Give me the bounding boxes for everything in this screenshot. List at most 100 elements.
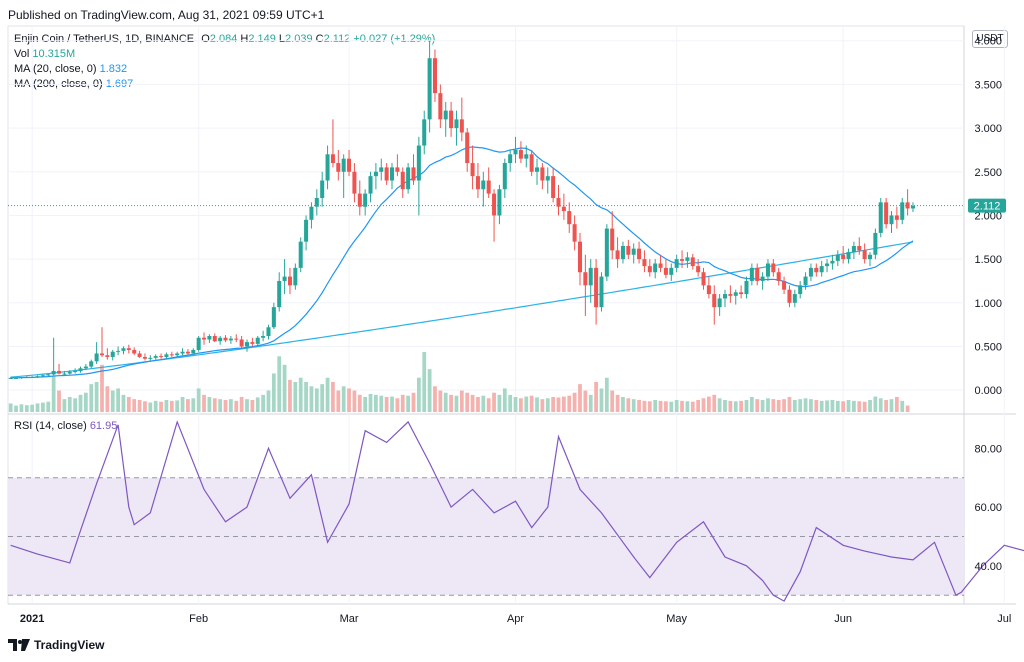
volume-bar xyxy=(658,400,663,412)
candle-body xyxy=(164,354,169,357)
candle-body xyxy=(282,276,287,281)
rsi-tick-label: 40.00 xyxy=(974,561,1002,573)
volume-bar xyxy=(621,397,625,412)
ma200-line xyxy=(10,241,914,378)
candle-body xyxy=(615,250,620,260)
footer: TradingView xyxy=(8,638,104,652)
volume-bar xyxy=(255,397,260,412)
candle-body xyxy=(153,356,158,358)
candle-body xyxy=(782,280,787,290)
volume-bar xyxy=(846,400,851,412)
candle-body xyxy=(24,377,29,379)
volume-bar xyxy=(669,401,674,412)
candle-body xyxy=(30,377,35,379)
volume-bar xyxy=(696,400,701,412)
volume-bar xyxy=(288,379,292,412)
currency-button[interactable]: USDT xyxy=(972,30,1008,48)
candle-body xyxy=(400,171,405,190)
volume-bar xyxy=(551,397,556,412)
candle-body xyxy=(309,206,314,220)
main-legend: Enjin Coin / TetherUS, 1D, BINANCE O2.08… xyxy=(14,32,435,92)
candle-body xyxy=(175,353,180,356)
candle-body xyxy=(454,119,459,129)
volume-bar xyxy=(588,394,593,412)
axes: 0.000 0.500 1.000 1.500 2.000 2.500 3.000 3.500… xyxy=(20,36,1011,625)
time-tick-label: Jun xyxy=(834,613,852,625)
price-tick-label: 2.500 xyxy=(974,167,1002,179)
volume-bar xyxy=(502,388,507,412)
volume-bar xyxy=(250,400,255,412)
price-tick-label: 1.000 xyxy=(974,298,1002,310)
candle-body xyxy=(551,176,556,198)
candle-body xyxy=(760,276,765,281)
volume-bar xyxy=(67,397,72,412)
volume-bar xyxy=(384,397,389,412)
candle-body xyxy=(121,348,126,351)
volume-bar xyxy=(749,397,754,412)
candle-body xyxy=(529,154,534,172)
candle-body xyxy=(561,206,566,212)
volume-bar xyxy=(35,403,40,412)
volume-bar xyxy=(760,400,765,412)
volume-bar xyxy=(8,403,13,412)
rsi-value: 61.95 xyxy=(89,420,118,432)
low-value: 2.039 xyxy=(285,33,313,45)
candle-body xyxy=(889,215,894,225)
candle-body xyxy=(330,154,335,164)
rsi-polyline xyxy=(10,420,1024,602)
volume-bar xyxy=(105,386,110,412)
candle-body xyxy=(196,337,201,350)
volume-bar xyxy=(159,401,163,412)
price-tick-label: 1.500 xyxy=(974,254,1002,266)
volume-bar xyxy=(798,399,803,412)
candle-body xyxy=(443,110,448,120)
volume-bar xyxy=(304,382,308,412)
candle-body xyxy=(46,374,51,376)
candle-body xyxy=(459,119,464,133)
symbol-title: Enjin Coin / TetherUS, 1D, BINANCE xyxy=(14,33,195,45)
candle-body xyxy=(862,250,867,260)
candle-body xyxy=(518,149,523,159)
candle-body xyxy=(486,180,491,194)
candle-body xyxy=(481,180,486,190)
volume-bar xyxy=(884,400,889,412)
candle-body xyxy=(255,337,260,344)
candle-body xyxy=(336,163,341,172)
volume-bar xyxy=(744,400,749,412)
volume-bar xyxy=(492,392,496,412)
volume-bar xyxy=(717,398,722,412)
volume-bar xyxy=(814,400,819,412)
candle-body xyxy=(83,366,88,369)
volume-bar xyxy=(825,400,829,412)
volume-bar xyxy=(642,400,647,412)
candle-body xyxy=(228,338,233,341)
price-tick-label: 0.000 xyxy=(974,385,1002,397)
volume-bar xyxy=(723,400,727,412)
volume-bar xyxy=(132,399,137,412)
candle-body xyxy=(202,337,207,340)
candle-body xyxy=(744,280,749,295)
volume-bar xyxy=(368,394,373,412)
candle-body xyxy=(212,336,217,342)
candle-body xyxy=(142,356,147,359)
volume-bar xyxy=(535,397,539,412)
candle-body xyxy=(51,370,56,375)
open-value: 2.084 xyxy=(209,33,238,45)
volume-bar xyxy=(470,394,475,412)
candle-body xyxy=(341,158,346,172)
candle-body xyxy=(631,248,636,255)
candle-body xyxy=(465,132,470,164)
volume-bar xyxy=(298,377,303,412)
candle-body xyxy=(733,292,738,296)
candle-body xyxy=(620,246,625,260)
candle-body xyxy=(572,224,577,242)
candle-body xyxy=(218,337,223,342)
candle-body xyxy=(250,342,255,344)
time-tick-label: Jul xyxy=(997,613,1011,625)
time-tick-label: 2021 xyxy=(20,613,44,625)
volume-bar xyxy=(685,401,690,412)
candle-body xyxy=(126,348,131,350)
volume-bar xyxy=(212,398,217,412)
volume-bar xyxy=(894,397,899,412)
